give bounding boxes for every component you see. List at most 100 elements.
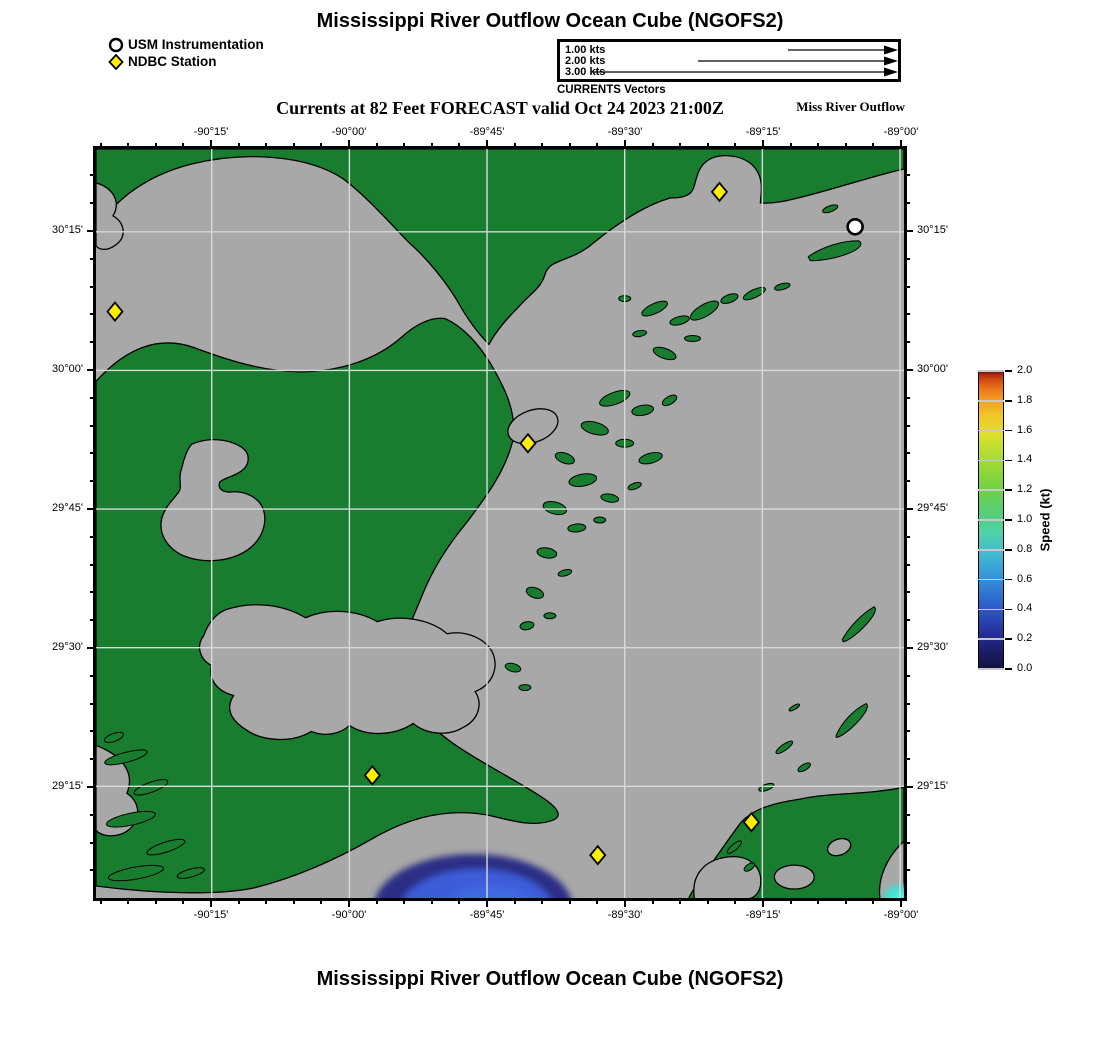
y-tick xyxy=(90,813,95,816)
vector-arrow-head xyxy=(884,56,898,66)
x-tick xyxy=(348,140,350,148)
x-tick xyxy=(210,140,212,148)
lon-label-top: -90°00' xyxy=(331,126,367,138)
legend-label-usm: USM Instrumentation xyxy=(128,37,264,52)
lagoon-cluster xyxy=(198,604,496,741)
lon-label-top: -89°30' xyxy=(607,126,643,138)
y-tick xyxy=(905,619,910,622)
y-tick xyxy=(90,285,95,288)
vector-length-label: 2.00 kts xyxy=(565,55,606,67)
forecast-subtitle: Currents at 82 Feet FORECAST valid Oct 2… xyxy=(276,98,724,118)
colorbar-tick-label: 1.2 xyxy=(1017,483,1033,496)
lon-label-bottom: -90°00' xyxy=(331,909,367,921)
x-tick xyxy=(154,143,157,148)
lon-label-top: -90°15' xyxy=(193,126,229,138)
colorbar-tick xyxy=(1005,459,1012,462)
y-tick xyxy=(90,341,95,344)
x-tick xyxy=(789,143,792,148)
x-tick xyxy=(900,899,902,907)
y-tick xyxy=(905,424,910,427)
y-tick xyxy=(905,758,910,761)
x-tick xyxy=(679,143,682,148)
x-tick xyxy=(541,899,544,904)
lat-label-left: 30°15' xyxy=(52,224,83,236)
lon-label-top: -89°15' xyxy=(745,126,781,138)
ndbc-station-marker xyxy=(519,432,537,454)
y-tick xyxy=(90,591,95,594)
x-tick xyxy=(430,143,433,148)
y-tick xyxy=(90,702,95,705)
colorbar-crossline xyxy=(978,400,1004,402)
x-tick xyxy=(651,899,654,904)
x-tick xyxy=(844,143,847,148)
y-tick xyxy=(87,786,95,788)
y-tick xyxy=(905,647,913,649)
y-tick xyxy=(905,730,910,733)
colorbar-crossline xyxy=(978,489,1004,491)
x-tick xyxy=(320,143,323,148)
x-tick xyxy=(872,899,875,904)
x-tick xyxy=(734,143,737,148)
x-tick xyxy=(99,143,102,148)
y-tick xyxy=(90,841,95,844)
y-tick xyxy=(87,230,95,232)
usm-circle-icon xyxy=(108,37,124,52)
x-tick xyxy=(99,899,102,904)
colorbar-tick xyxy=(1005,519,1012,521)
y-tick xyxy=(905,174,910,177)
ndbc-station-marker xyxy=(742,811,761,833)
y-tick xyxy=(90,869,95,872)
x-tick xyxy=(624,899,626,907)
y-tick xyxy=(905,396,910,399)
x-tick xyxy=(403,899,406,904)
x-tick xyxy=(789,899,792,904)
x-tick xyxy=(679,899,682,904)
x-tick xyxy=(458,899,461,904)
colorbar-tick xyxy=(1005,608,1012,611)
vector-legend-caption: CURRENTS Vectors xyxy=(557,84,666,96)
colorbar-axis-label: Speed (kt) xyxy=(1037,488,1053,552)
land-north-shore xyxy=(96,149,904,346)
x-tick xyxy=(154,899,157,904)
colorbar-tick-label: 2.0 xyxy=(1017,364,1033,376)
y-tick xyxy=(90,674,95,677)
y-tick xyxy=(90,257,95,260)
speed-patch-blue-dome xyxy=(375,854,571,898)
legend-row-usm: USM Instrumentation xyxy=(108,36,264,53)
colorbar-tick-label: 0.4 xyxy=(1017,602,1033,615)
x-tick xyxy=(210,899,212,907)
lon-label-top: -89°45' xyxy=(469,126,505,138)
vector-arrows xyxy=(593,45,898,77)
colorbar-crossline xyxy=(978,549,1004,551)
usm-station-marker xyxy=(846,218,864,236)
y-tick xyxy=(90,758,95,761)
footer-title: Mississippi River Outflow Ocean Cube (NG… xyxy=(316,968,784,990)
y-tick xyxy=(90,563,95,566)
x-tick xyxy=(513,143,516,148)
x-tick xyxy=(182,143,185,148)
y-tick xyxy=(90,730,95,733)
graticule xyxy=(96,149,904,898)
colorbar-tick xyxy=(1005,548,1012,551)
x-tick xyxy=(375,899,378,904)
colorbar-crossline xyxy=(978,459,1004,462)
x-tick xyxy=(568,899,571,904)
x-tick xyxy=(458,143,461,148)
ndbc-station-marker xyxy=(363,764,381,786)
colorbar-crossline xyxy=(978,668,1004,670)
colorbar-tick xyxy=(1005,578,1012,581)
colorbar-tick xyxy=(1005,668,1012,670)
y-tick xyxy=(905,452,910,455)
x-tick xyxy=(430,899,433,904)
x-tick xyxy=(486,140,488,148)
y-tick xyxy=(90,452,95,455)
colorbar-tick-label: 1.8 xyxy=(1017,393,1033,406)
lat-label-right: 29°45' xyxy=(917,502,948,514)
y-tick xyxy=(90,313,95,316)
y-tick xyxy=(905,813,910,816)
x-tick xyxy=(596,143,599,148)
x-tick xyxy=(127,899,130,904)
y-tick xyxy=(905,786,913,788)
y-tick xyxy=(905,841,910,844)
